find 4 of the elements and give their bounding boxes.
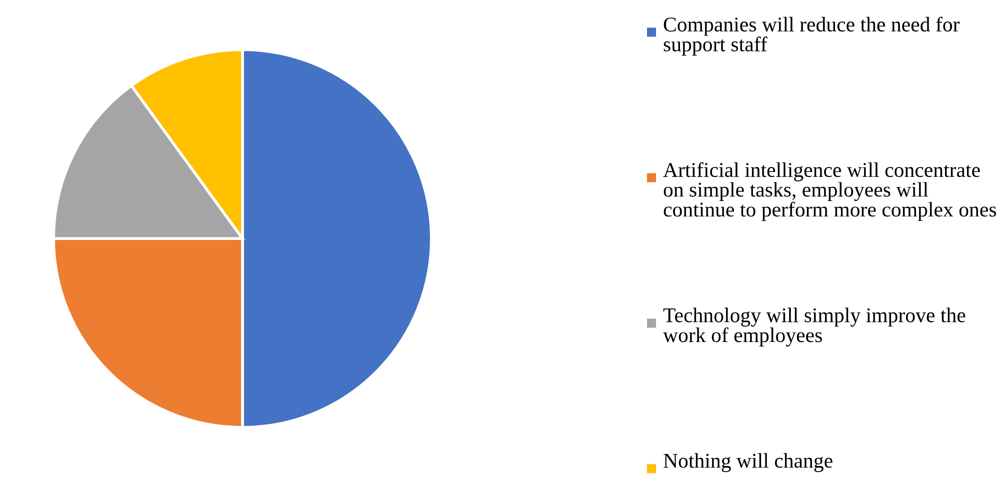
legend-label: Technology will simply improve the work of employees — [663, 308, 966, 347]
legend-label: Artificial intelligence will concentrate on simple tasks, employees will continue to perform more complex ones — [663, 162, 996, 221]
legend-label: Companies will reduce the need for support staff — [664, 16, 960, 56]
legend-label: Nothing will change — [664, 453, 832, 472]
